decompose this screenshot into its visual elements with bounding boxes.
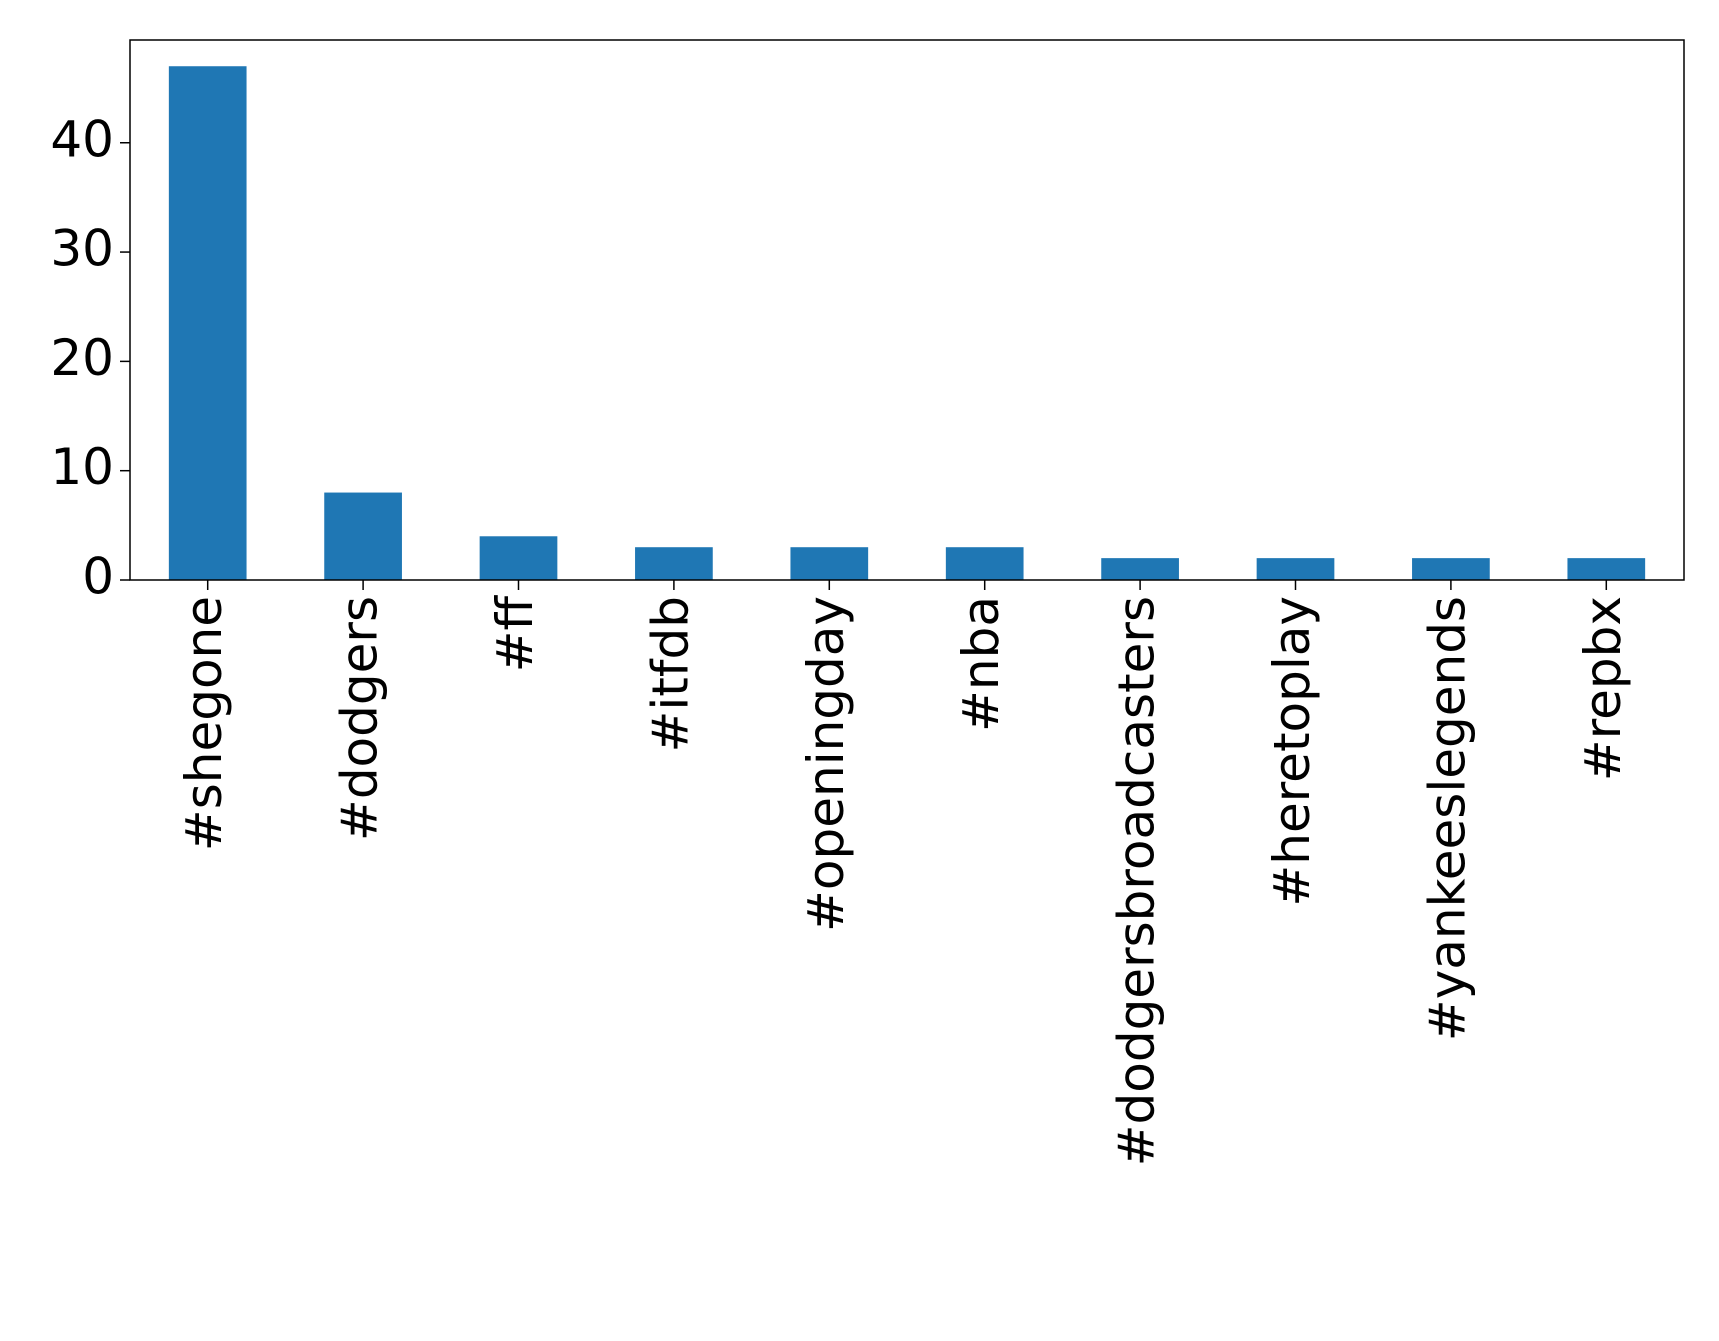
bar — [1567, 558, 1646, 580]
x-tick-label: #ff — [486, 594, 544, 672]
y-tick-label: 0 — [82, 548, 114, 606]
x-tick-label: #nba — [952, 596, 1010, 732]
y-tick-label: 40 — [50, 110, 114, 168]
bar — [1101, 558, 1179, 580]
x-tick-label: #openingday — [797, 596, 855, 932]
x-tick-label: #dodgers — [331, 596, 389, 841]
bar — [790, 547, 869, 580]
bar — [945, 547, 1024, 580]
bar — [324, 492, 402, 580]
x-tick-label: #repbx — [1574, 596, 1632, 781]
bar — [1412, 558, 1490, 580]
plot-frame — [129, 39, 1685, 581]
x-tick-label: #dodgersbroadcasters — [1108, 596, 1166, 1166]
y-tick-label: 20 — [50, 329, 114, 387]
y-tick-label: 30 — [50, 220, 114, 278]
x-tick-label: #shegone — [175, 596, 233, 851]
y-tick-label: 10 — [50, 438, 114, 496]
bar — [479, 536, 558, 580]
bar — [635, 547, 713, 580]
bar — [1256, 558, 1335, 580]
x-tick-label: #heretoplay — [1263, 596, 1321, 907]
x-tick-label: #itfdb — [641, 596, 699, 752]
bar — [168, 66, 247, 581]
x-tick-label: #yankeeslegends — [1418, 596, 1476, 1041]
